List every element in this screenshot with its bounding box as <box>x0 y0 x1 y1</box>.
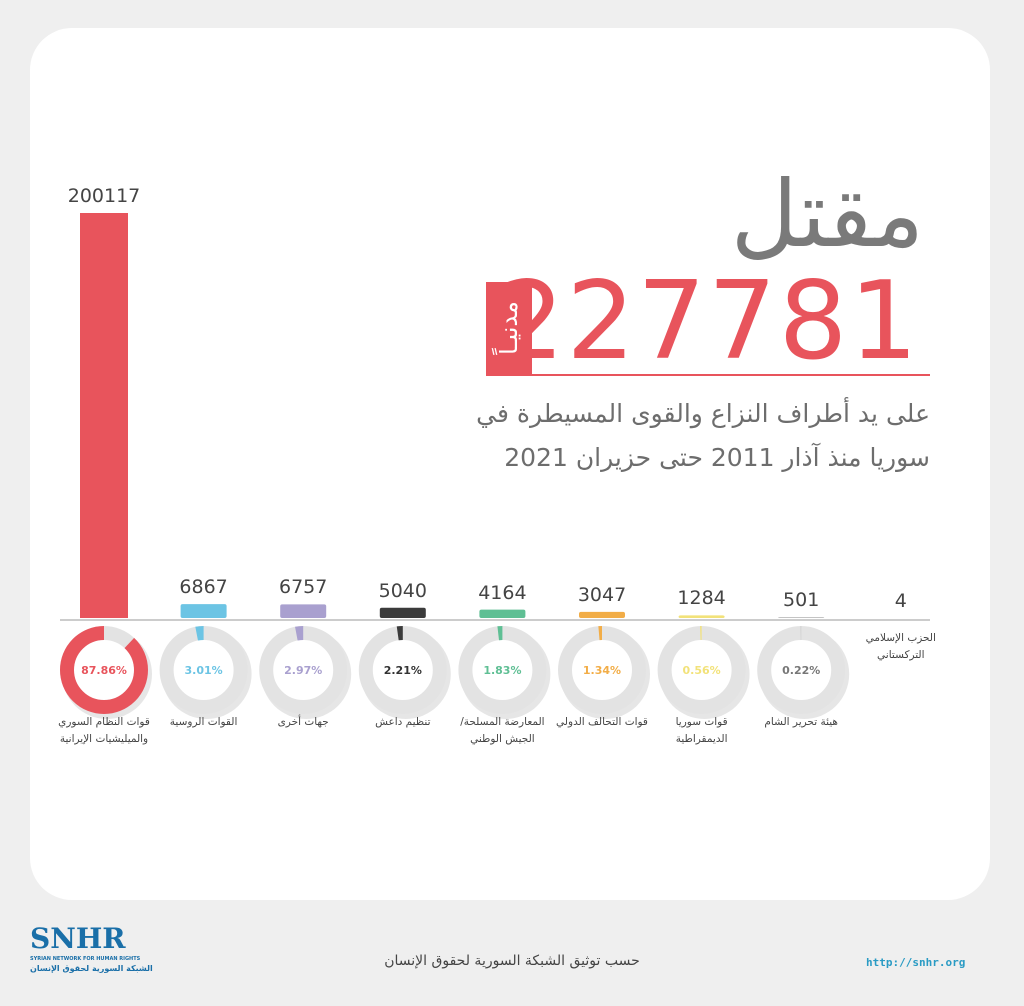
percentage-label: 1.34% <box>583 664 621 677</box>
donut-arc <box>458 626 547 714</box>
headline-box: مدنيـاً <box>486 282 532 374</box>
donut-arc <box>60 626 148 714</box>
category-label: قوات النظام السوري والميليشيات الإيرانية <box>58 716 150 745</box>
bar <box>479 609 526 618</box>
category-label: القوات الروسية <box>169 716 238 728</box>
percentage-label: 2.97% <box>284 664 322 677</box>
donut-arc <box>259 626 348 714</box>
donut-arc <box>657 626 746 714</box>
category-label: المعارضة المسلحة/الجيش الوطني <box>460 716 545 745</box>
donut-arc <box>558 626 646 714</box>
value-label: 200117 <box>67 185 141 207</box>
percentage-label: 3.01% <box>185 664 223 677</box>
value-label: 4 <box>894 589 907 612</box>
value-label: 3047 <box>577 583 627 606</box>
donut-arc <box>757 626 846 714</box>
value-label: 501 <box>783 588 820 611</box>
value-label: 4164 <box>478 581 527 604</box>
percentage-label: 2.21% <box>384 664 422 677</box>
logo-en: SYRIAN NETWORK FOR HUMAN RIGHTS <box>30 956 141 962</box>
bar <box>778 616 825 618</box>
bar <box>80 213 128 618</box>
bar <box>379 607 426 618</box>
percentage-label: 1.83% <box>483 664 521 677</box>
url[interactable]: http://snhr.org <box>866 956 966 969</box>
headline-value: 227781 <box>495 259 920 384</box>
category-label: قوات التحالف الدولي <box>556 716 648 728</box>
title: مقتل <box>730 161 924 268</box>
bar <box>180 604 227 618</box>
donut-arc <box>159 626 248 714</box>
category-label: هيئة تحرير الشام <box>764 716 838 728</box>
value-label: 5040 <box>378 579 427 602</box>
bar <box>678 615 725 618</box>
logo-ar: الشبكة السورية لحقوق الإنسان <box>30 964 153 973</box>
percentage-label: 87.86% <box>81 664 127 677</box>
headline-rule <box>486 374 930 376</box>
logo: SNHR <box>30 922 126 955</box>
card <box>30 28 990 900</box>
donut-arc <box>358 626 447 714</box>
subtitle: على يد أطراف النزاع والقوى المسيطرة في س… <box>476 399 930 472</box>
category-label: الحزب الإسلامي التركستاني <box>865 632 936 661</box>
percentage-label: 0.56% <box>683 664 721 677</box>
percentage-label: 0.22% <box>782 664 820 677</box>
source: حسب توثيق الشبكة السورية لحقوق الإنسان <box>384 953 640 969</box>
category-label: تنظيم داعش <box>375 716 431 728</box>
bar <box>280 604 327 618</box>
bar <box>579 611 625 618</box>
value-label: 6867 <box>179 576 228 599</box>
value-label: 1284 <box>677 587 726 610</box>
category-label: جهات أخرى <box>277 716 329 728</box>
value-label: 6757 <box>279 576 328 599</box>
category-label: قوات سوريا الديمقراطية <box>675 716 728 745</box>
